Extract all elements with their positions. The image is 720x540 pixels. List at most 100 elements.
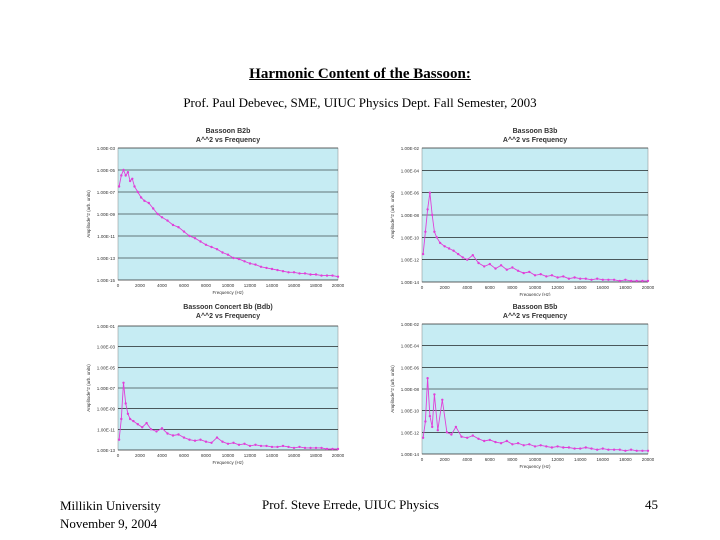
data-point [276,268,279,272]
data-point [573,447,576,450]
chart-subtitle: A^^2 vs Frequency [503,136,567,144]
data-point [505,439,508,443]
data-point [431,425,434,429]
x-tick-label: 6000 [179,453,190,458]
data-point [461,256,464,259]
data-point [646,449,650,452]
x-tick-label: 2000 [440,285,451,290]
data-point [254,443,257,446]
x-tick-label: 10000 [529,285,542,290]
data-point [199,438,202,441]
data-point [126,412,130,415]
data-point [433,393,436,396]
data-point [607,448,610,451]
data-point [460,435,463,438]
data-point [226,253,230,256]
chart-title: Bassoon B5b [513,304,558,311]
footer-institution: Millikin University November 9, 2004 [60,497,161,533]
data-point [441,398,444,401]
data-point [629,448,633,451]
x-tick-label: 2000 [440,457,451,462]
x-tick-label: 20000 [332,453,344,458]
data-point [152,207,155,210]
data-point [331,274,334,277]
chart-subtitle: A^^2 vs Frequency [503,312,567,320]
data-point [336,275,340,278]
data-point [171,434,175,437]
data-point [303,272,307,275]
data-point [160,216,164,219]
data-point [193,439,197,442]
data-point [320,446,323,450]
data-point [147,201,150,205]
x-tick-label: 8000 [507,285,518,290]
x-axis-label: Frequency (Hz) [212,290,244,295]
data-point [124,402,127,405]
data-point [466,436,469,439]
data-point [287,445,290,449]
data-point [188,234,191,238]
data-point [265,444,268,448]
data-point [635,449,638,452]
data-point [336,447,340,451]
data-point [166,219,169,222]
x-tick-label: 20000 [332,283,344,288]
data-point [270,267,274,271]
data-point [641,279,644,283]
data-point [248,262,252,265]
x-tick-label: 2000 [135,283,146,288]
data-point [579,277,582,280]
data-point [155,430,158,433]
data-point [309,273,312,276]
data-point [117,185,121,188]
data-point [607,278,610,281]
data-point [424,420,427,423]
data-point [424,230,427,233]
data-point [320,274,323,277]
y-tick-label: 1.00E-10 [401,409,420,414]
data-point [259,444,263,448]
data-point [584,277,587,280]
data-point [562,446,565,449]
data-point [298,445,301,449]
data-point [539,273,542,276]
data-point [435,236,438,239]
data-point [232,441,235,444]
x-tick-label: 18000 [310,453,323,458]
data-point [584,446,587,449]
data-point [556,276,559,279]
data-point [511,443,514,446]
x-tick-label: 6000 [485,285,496,290]
y-tick-label: 1.00E-10 [401,235,420,240]
x-tick-label: 0 [117,453,120,458]
data-point [128,179,132,183]
y-tick-label: 1.00E-02 [401,322,420,327]
y-tick-label: 1.00E-06 [401,191,420,196]
y-tick-label: 1.00E-05 [97,168,116,173]
data-point [579,447,582,450]
data-point [545,275,548,278]
data-point [550,446,554,449]
data-point [303,446,307,450]
x-tick-label: 4000 [462,457,473,462]
data-point [471,254,474,257]
data-point [221,440,224,443]
y-tick-label: 1.00E-11 [97,234,115,239]
x-tick-label: 20000 [642,285,654,290]
y-tick-label: 1.00E-08 [401,213,420,218]
data-point [450,433,453,436]
data-point [182,436,186,439]
data-point [248,444,252,448]
x-tick-label: 0 [421,285,424,290]
data-point [533,274,537,277]
data-point [243,442,246,445]
data-point [254,263,257,266]
x-tick-label: 16000 [288,283,301,288]
data-point [528,270,531,274]
data-point [443,245,446,248]
data-point [259,265,263,268]
x-tick-label: 16000 [597,457,610,462]
data-point [276,445,279,449]
